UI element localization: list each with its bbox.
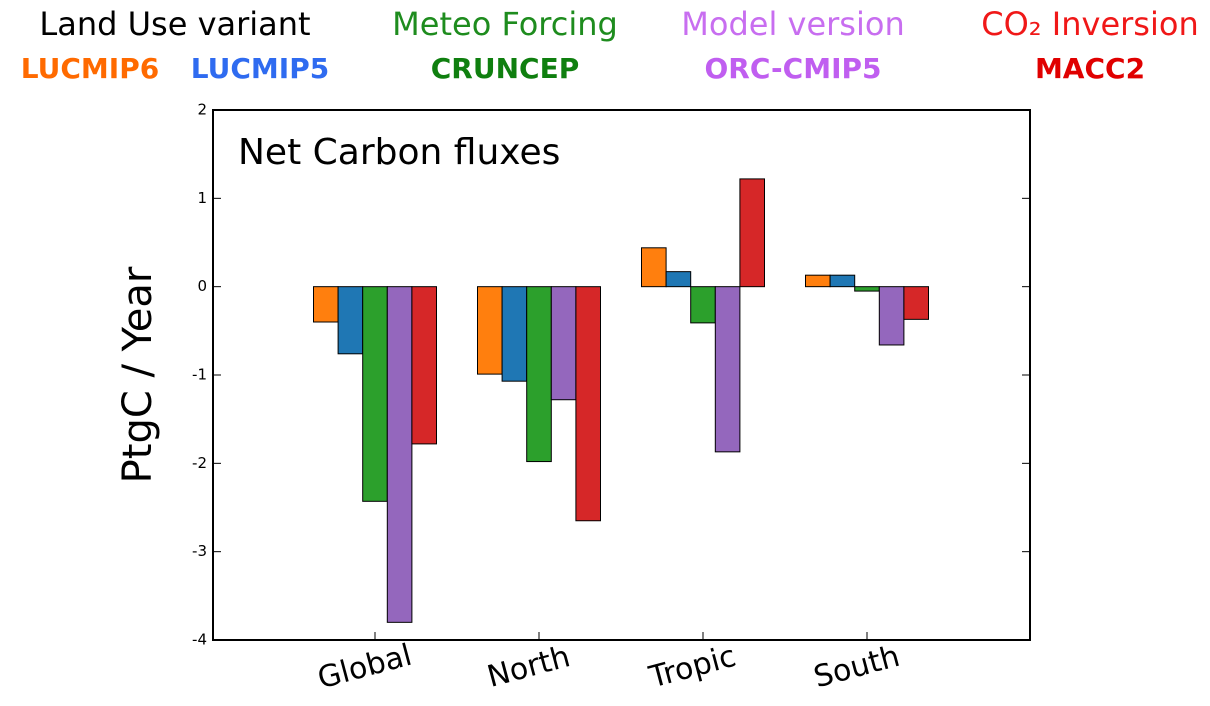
bar: [501, 286, 528, 382]
bar: [739, 178, 766, 288]
bar: [878, 286, 905, 346]
legend-group-title: Meteo Forcing: [392, 5, 618, 43]
y-axis-label: PtgC / Year: [115, 266, 161, 483]
y-tick-label: -2: [192, 454, 207, 472]
legend: Land Use variant LUCMIP6 LUCMIP5 Meteo Forc…: [21, 5, 1199, 85]
y-tick-label: -1: [192, 366, 207, 384]
x-tick-label: Tropic: [645, 639, 740, 696]
legend-entry: ORC-CMIP5: [704, 52, 881, 85]
legend-group-title: Land Use variant: [39, 5, 310, 43]
chart-title: Net Carbon fluxes: [238, 132, 560, 173]
bar: [362, 286, 388, 502]
y-tick-label: -4: [192, 631, 207, 649]
legend-entry: MACC2: [1035, 52, 1145, 85]
y-tick-label: 1: [197, 189, 207, 207]
y-tick-label: 0: [197, 277, 207, 295]
bar: [829, 274, 856, 288]
bar: [903, 286, 930, 320]
bar: [641, 247, 667, 288]
legend-entry: LUCMIP6: [21, 52, 159, 85]
bar: [854, 286, 880, 292]
bar: [411, 286, 437, 445]
bar: [386, 286, 413, 623]
bar: [550, 286, 577, 401]
legend-entry: CRUNCEP: [431, 52, 579, 85]
bar: [665, 271, 692, 288]
bar: [575, 286, 602, 522]
x-tick-label: North: [484, 639, 574, 695]
x-tick-label: Global: [314, 638, 416, 697]
y-tick-label: 2: [197, 101, 207, 119]
legend-entry: LUCMIP5: [191, 52, 329, 85]
bar: [805, 274, 831, 288]
bar: [526, 286, 552, 463]
bar: [690, 286, 716, 324]
legend-group-title: CO₂ Inversion: [981, 5, 1198, 43]
bar: [714, 286, 741, 453]
x-tick-label: South: [810, 639, 903, 695]
bar: [477, 286, 503, 375]
y-tick-label: -3: [192, 542, 207, 560]
bar: [313, 286, 339, 323]
plot-frame: [212, 109, 1031, 641]
legend-group-title: Model version: [681, 5, 904, 43]
bar: [337, 286, 364, 355]
